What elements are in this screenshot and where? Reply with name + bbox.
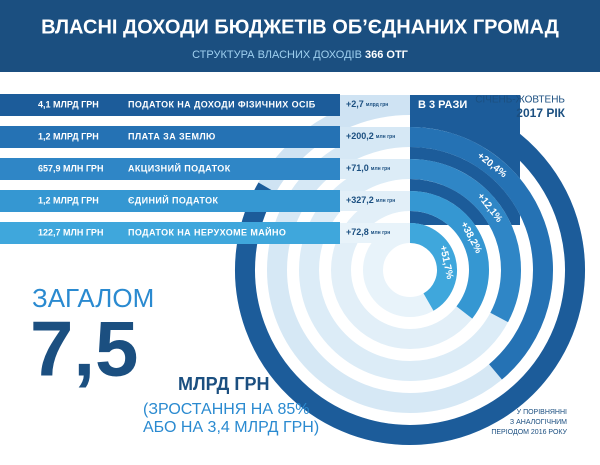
ring-arc bbox=[409, 159, 521, 323]
row-change: +327,2 млн грн bbox=[346, 195, 395, 205]
period-year: 2017 РІК bbox=[516, 106, 565, 120]
footnote-line: У ПОРІВНЯННІ bbox=[517, 409, 567, 416]
change-value: +72,8 bbox=[346, 227, 369, 237]
row-name: ПОДАТОК НА НЕРУХОМЕ МАЙНО bbox=[128, 226, 286, 237]
row-bar bbox=[0, 190, 340, 212]
ring-arc bbox=[409, 223, 457, 311]
row-amount: 122,7 МЛН ГРН bbox=[38, 227, 103, 237]
row-change: +2,7 млрд грн bbox=[346, 99, 388, 109]
row-name: ЄДИНИЙ ПОДАТОК bbox=[128, 194, 219, 205]
footnote: У ПОРІВНЯННІ З АНАЛОГІЧНИМ ПЕРІОДОМ 2016 Р… bbox=[491, 409, 567, 436]
rows: 4,1 МЛРД ГРН ПОДАТОК НА ДОХОДИ ФІЗИЧНИХ О… bbox=[0, 94, 509, 280]
row-extension bbox=[340, 191, 410, 211]
change-value: +71,0 bbox=[346, 163, 369, 173]
row-name: ПЛАТА ЗА ЗЕМЛЮ bbox=[128, 131, 216, 141]
row-bar bbox=[0, 94, 340, 116]
ring-arc bbox=[409, 191, 489, 319]
row-change: +200,2 млн грн bbox=[346, 131, 395, 141]
row-bar bbox=[0, 158, 340, 180]
rings bbox=[235, 95, 585, 445]
change-value: +327,2 bbox=[346, 195, 374, 205]
total-label: ЗАГАЛОМ bbox=[32, 283, 154, 313]
row-bar bbox=[0, 126, 340, 148]
footnote-line: З АНАЛОГІЧНИМ bbox=[510, 419, 567, 426]
total-note: (ЗРОСТАННЯ НА 85% bbox=[143, 401, 310, 418]
change-unit: млрд грн bbox=[366, 102, 389, 108]
row-extension bbox=[340, 159, 410, 179]
total-note: АБО НА 3,4 МЛРД ГРН) bbox=[143, 419, 319, 436]
row-name: АКЦИЗНИЙ ПОДАТОК bbox=[128, 162, 231, 173]
row-amount: 4,1 МЛРД ГРН bbox=[38, 99, 99, 109]
row-growth: В 3 РАЗИ bbox=[418, 99, 467, 111]
change-unit: млн грн bbox=[371, 230, 390, 236]
row-extension bbox=[340, 95, 410, 115]
row-bar bbox=[0, 222, 340, 244]
row-extension bbox=[340, 127, 410, 147]
row-change: +72,8 млн грн bbox=[346, 227, 390, 237]
subtitle-bold: 366 ОТГ bbox=[365, 49, 409, 61]
period-months: СІЧЕНЬ-ЖОВТЕНЬ bbox=[475, 95, 565, 106]
row-amount: 657,9 МЛН ГРН bbox=[38, 163, 103, 173]
total-value: 7,5 bbox=[30, 305, 138, 393]
row-amount: 1,2 МЛРД ГРН bbox=[38, 131, 99, 141]
title: ВЛАСНІ ДОХОДИ БЮДЖЕТІВ ОБ’ЄДНАНИХ ГРОМАД bbox=[41, 16, 559, 38]
change-unit: млн грн bbox=[376, 198, 395, 204]
total-unit: МЛРД ГРН bbox=[178, 374, 270, 394]
footnote-line: ПЕРІОДОМ 2016 РОКУ bbox=[491, 429, 567, 436]
row-amount: 1,2 МЛРД ГРН bbox=[38, 195, 99, 205]
change-value: +200,2 bbox=[346, 131, 374, 141]
header-band bbox=[0, 0, 600, 72]
subtitle: СТРУКТУРА ВЛАСНИХ ДОХОДІВ 366 ОТГ bbox=[192, 49, 409, 61]
ring-arc bbox=[409, 127, 553, 380]
row-change: +71,0 млн грн bbox=[346, 163, 390, 173]
row-extension bbox=[340, 223, 410, 243]
ring-arc bbox=[235, 95, 585, 445]
change-unit: млн грн bbox=[376, 134, 395, 140]
change-value: +2,7 bbox=[346, 99, 364, 109]
row-name: ПОДАТОК НА ДОХОДИ ФІЗИЧНИХ ОСІБ bbox=[128, 99, 316, 109]
subtitle-text: СТРУКТУРА ВЛАСНИХ ДОХОДІВ bbox=[192, 49, 362, 61]
change-unit: млн грн bbox=[371, 166, 390, 172]
